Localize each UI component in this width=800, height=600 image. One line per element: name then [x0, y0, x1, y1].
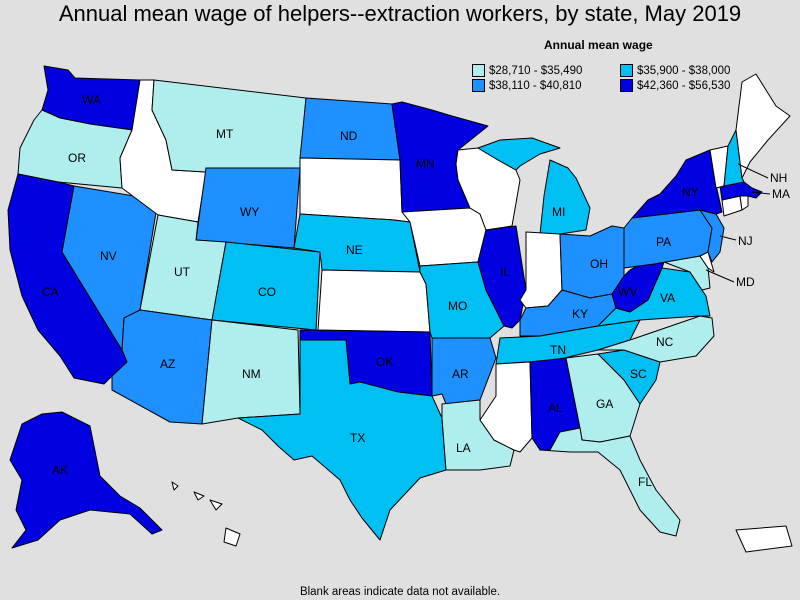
legend: Annual mean wage $28,710 - $35,490 $35,9…: [470, 38, 790, 98]
leader-line-nh: [737, 163, 769, 179]
state-label-or: OR: [68, 151, 86, 165]
state-ks[interactable]: [317, 269, 431, 333]
legend-swatch-tier3: [472, 79, 485, 92]
state-label-wv: WV: [618, 285, 637, 299]
legend-item-tier3: $38,110 - $40,810: [472, 79, 582, 92]
state-ak[interactable]: [9, 411, 163, 549]
state-label-sc: SC: [630, 367, 647, 381]
leader-line-ma: [751, 191, 771, 195]
state-label-md: MD: [736, 275, 755, 289]
state-label-ut: UT: [174, 265, 191, 279]
state-label-oh: OH: [590, 257, 608, 271]
state-label-ne: NE: [346, 243, 363, 257]
legend-swatch-tier1: [472, 64, 485, 77]
state-label-ok: OK: [376, 355, 393, 369]
state-me[interactable]: [735, 73, 791, 179]
state-label-nv: NV: [100, 249, 117, 263]
state-label-co: CO: [258, 285, 276, 299]
state-tx[interactable]: [237, 339, 447, 541]
state-label-ma: MA: [772, 187, 790, 201]
state-label-la: LA: [456, 441, 471, 455]
state-il[interactable]: [477, 225, 527, 329]
state-mi-lower[interactable]: [539, 159, 591, 235]
state-hi-3[interactable]: [209, 499, 223, 511]
state-la[interactable]: [441, 399, 515, 471]
state-label-nh: NH: [770, 171, 787, 185]
state-hi-4[interactable]: [223, 527, 241, 547]
state-label-fl: FL: [638, 475, 652, 489]
state-ny[interactable]: [631, 149, 723, 219]
legend-label-tier3: $38,110 - $40,810: [489, 79, 582, 92]
footer-note: Blank areas indicate data not available.: [299, 586, 501, 598]
state-ma[interactable]: [719, 181, 763, 201]
state-label-ky: KY: [572, 307, 588, 321]
legend-label-tier2: $35,900 - $38,000: [637, 64, 731, 77]
state-label-ny: NY: [682, 185, 699, 199]
state-nh[interactable]: [723, 129, 745, 187]
state-label-mt: MT: [216, 127, 234, 141]
state-label-il: IL: [500, 265, 510, 279]
map-title: Annual mean wage of helpers--extraction …: [58, 1, 742, 26]
state-label-ak: AK: [52, 463, 68, 477]
state-label-pa: PA: [656, 235, 671, 249]
state-label-mi: MI: [552, 205, 565, 219]
state-sd[interactable]: [299, 157, 411, 223]
state-label-ar: AR: [452, 367, 469, 381]
legend-item-tier1: $28,710 - $35,490: [472, 64, 582, 77]
state-label-ga: GA: [596, 397, 613, 411]
state-label-az: AZ: [160, 357, 175, 371]
state-label-wy: WY: [240, 205, 259, 219]
state-label-mn: MN: [416, 157, 435, 171]
leader-line-md: [705, 269, 735, 283]
state-wi[interactable]: [455, 147, 521, 231]
state-label-wa: WA: [82, 93, 101, 107]
state-nc[interactable]: [597, 315, 715, 363]
state-label-va: VA: [660, 291, 675, 305]
legend-item-tier2: $35,900 - $38,000: [620, 64, 730, 77]
state-nj[interactable]: [699, 209, 725, 263]
state-label-tx: TX: [350, 431, 365, 445]
legend-swatch-tier4: [620, 79, 633, 92]
state-mi[interactable]: [477, 137, 561, 171]
state-label-tn: TN: [550, 343, 566, 357]
state-pr[interactable]: [735, 525, 793, 553]
state-label-al: AL: [548, 401, 563, 415]
legend-item-tier4: $42,360 - $56,530: [620, 79, 730, 92]
state-label-nc: NC: [656, 335, 674, 349]
state-hi[interactable]: [171, 481, 179, 491]
state-label-mo: MO: [448, 299, 467, 313]
state-label-nd: ND: [340, 129, 358, 143]
leader-line-nj: [719, 235, 737, 241]
legend-label-tier1: $28,710 - $35,490: [489, 64, 583, 77]
state-hi-2[interactable]: [193, 491, 205, 501]
state-mt[interactable]: [151, 79, 307, 173]
state-label-ca: CA: [42, 285, 59, 299]
state-label-nm: NM: [242, 367, 261, 381]
state-fl[interactable]: [539, 427, 681, 537]
state-label-nj: NJ: [738, 234, 753, 248]
state-ri[interactable]: [739, 195, 749, 211]
legend-title: Annual mean wage: [544, 38, 653, 52]
legend-swatch-tier2: [620, 64, 633, 77]
legend-label-tier4: $42,360 - $56,530: [637, 79, 731, 92]
